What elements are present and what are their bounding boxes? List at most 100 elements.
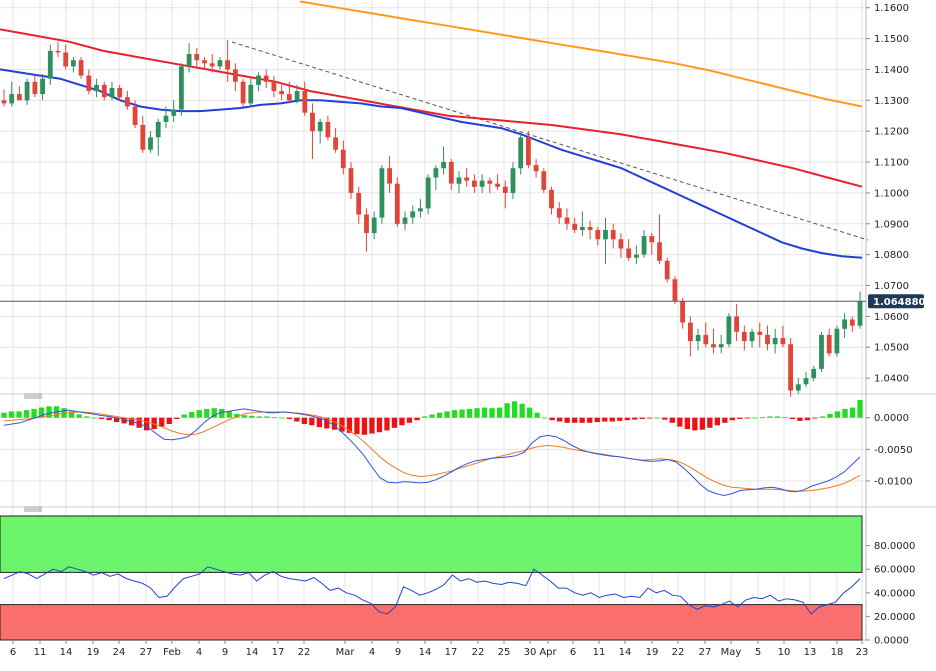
candle-body <box>549 189 554 209</box>
price-tick-label: 1.1200 <box>874 127 909 138</box>
macd-histogram-bar <box>286 417 292 419</box>
candle-body <box>32 81 38 95</box>
candle-body <box>610 230 616 240</box>
candle-body <box>819 334 824 369</box>
macd-histogram-bar <box>834 411 841 418</box>
price-axis: 1.1600 1.1500 1.1400 1.1300 1.1200 1.1100 1.10… <box>866 3 909 385</box>
macd-histogram-bar <box>497 407 503 418</box>
candle-body <box>117 88 123 98</box>
candle-body <box>564 217 570 224</box>
sma-slow-line <box>299 0 863 108</box>
candle-body <box>711 344 716 348</box>
candle-body <box>356 192 362 215</box>
rsi-tick-label: 0.0000 <box>874 636 909 647</box>
candle-body <box>526 137 531 166</box>
macd-histogram-bar <box>609 417 615 422</box>
macd-histogram-bar <box>707 417 713 428</box>
macd-histogram-bar <box>159 417 165 427</box>
candle-body <box>726 316 732 345</box>
macd-histogram-bar <box>504 403 510 418</box>
candle-body <box>225 60 230 70</box>
candle-body <box>348 168 354 193</box>
candle-body <box>256 75 261 85</box>
macd-histogram-bar <box>249 415 255 418</box>
resistance-trendline <box>231 41 869 241</box>
macd-histogram-bar <box>136 417 142 428</box>
macd-histogram-bar <box>617 417 623 421</box>
macd-histogram-bar <box>361 417 368 435</box>
candle-body <box>487 180 493 184</box>
candle-body <box>9 94 15 104</box>
date-tick-label: 10 <box>778 647 791 658</box>
macd-histogram-bar <box>827 413 833 418</box>
macd-histogram-bar <box>196 410 202 418</box>
rsi-line <box>3 566 861 615</box>
macd-histogram-bar <box>534 412 540 418</box>
macd-histogram-bar <box>264 416 270 418</box>
candlesticks <box>1 40 863 397</box>
price-tick-label: 1.0900 <box>874 219 909 230</box>
candle-body <box>217 60 223 67</box>
candle-body <box>302 91 308 113</box>
macd-histogram-bar <box>662 417 668 420</box>
date-tick-label: Mar <box>336 647 356 658</box>
macd-histogram-bar <box>669 417 675 423</box>
candle-body <box>849 319 855 326</box>
rsi-tick-label: 20.0000 <box>874 612 915 623</box>
macd-histogram-bar <box>489 408 495 418</box>
macd-histogram-bar <box>84 416 90 418</box>
macd-histogram-bar <box>38 407 45 418</box>
candle-body <box>472 180 477 187</box>
macd-histogram-bar <box>69 411 75 418</box>
candle-body <box>842 319 847 329</box>
candle-body <box>155 121 161 138</box>
price-tick-label: 1.0600 <box>874 312 909 323</box>
macd-histogram-bar <box>76 414 82 418</box>
candle-body <box>47 50 53 79</box>
macd-histogram-bar <box>151 417 157 430</box>
macd-tick-label: -0.0100 <box>874 476 913 487</box>
overbought-zone <box>0 515 863 573</box>
macd-histogram-bar <box>181 414 187 418</box>
macd-histogram-bar <box>174 417 180 419</box>
macd-histogram-bar <box>234 413 240 418</box>
candle-body <box>71 60 76 67</box>
macd-histogram-bar <box>8 411 15 418</box>
candle-body <box>826 334 832 354</box>
candle-body <box>194 54 200 61</box>
macd-histogram-bar <box>256 416 262 418</box>
date-tick-label: 6 <box>10 647 16 658</box>
date-tick-label: 22 <box>472 647 485 658</box>
sma-mid-line <box>0 28 863 188</box>
candle-body <box>672 279 678 301</box>
macd-histogram-bar <box>166 417 172 424</box>
macd-histogram-bar <box>557 417 563 422</box>
candle-body <box>664 260 670 280</box>
candle-body <box>795 384 801 391</box>
macd-histogram-bar <box>31 408 37 418</box>
date-tick-label: 24 <box>113 647 126 658</box>
candle-body <box>657 242 662 261</box>
candle-body <box>718 344 724 348</box>
price-tick-label: 1.1400 <box>874 65 909 76</box>
candle-body <box>86 75 92 91</box>
candle-body <box>495 183 500 187</box>
date-tick-label: 11 <box>34 647 47 658</box>
macd-line <box>3 408 861 497</box>
date-tick-label: 19 <box>646 647 659 658</box>
candle-body <box>811 368 817 379</box>
candle-body <box>101 84 107 98</box>
macd-histogram-bar <box>481 407 488 418</box>
macd-histogram-bar <box>849 407 856 418</box>
macd-histogram-bar <box>354 417 360 435</box>
macd-histogram-bar <box>512 401 518 418</box>
date-tick-label: 18 <box>831 647 844 658</box>
candle-body <box>634 254 639 258</box>
macd-histogram-bar <box>99 417 105 419</box>
macd-histogram-bar <box>714 417 720 426</box>
pane-resize-handles[interactable] <box>24 393 42 512</box>
macd-histogram-bar <box>519 403 525 418</box>
candle-body <box>140 125 146 150</box>
macd-histogram-bar <box>384 417 390 431</box>
